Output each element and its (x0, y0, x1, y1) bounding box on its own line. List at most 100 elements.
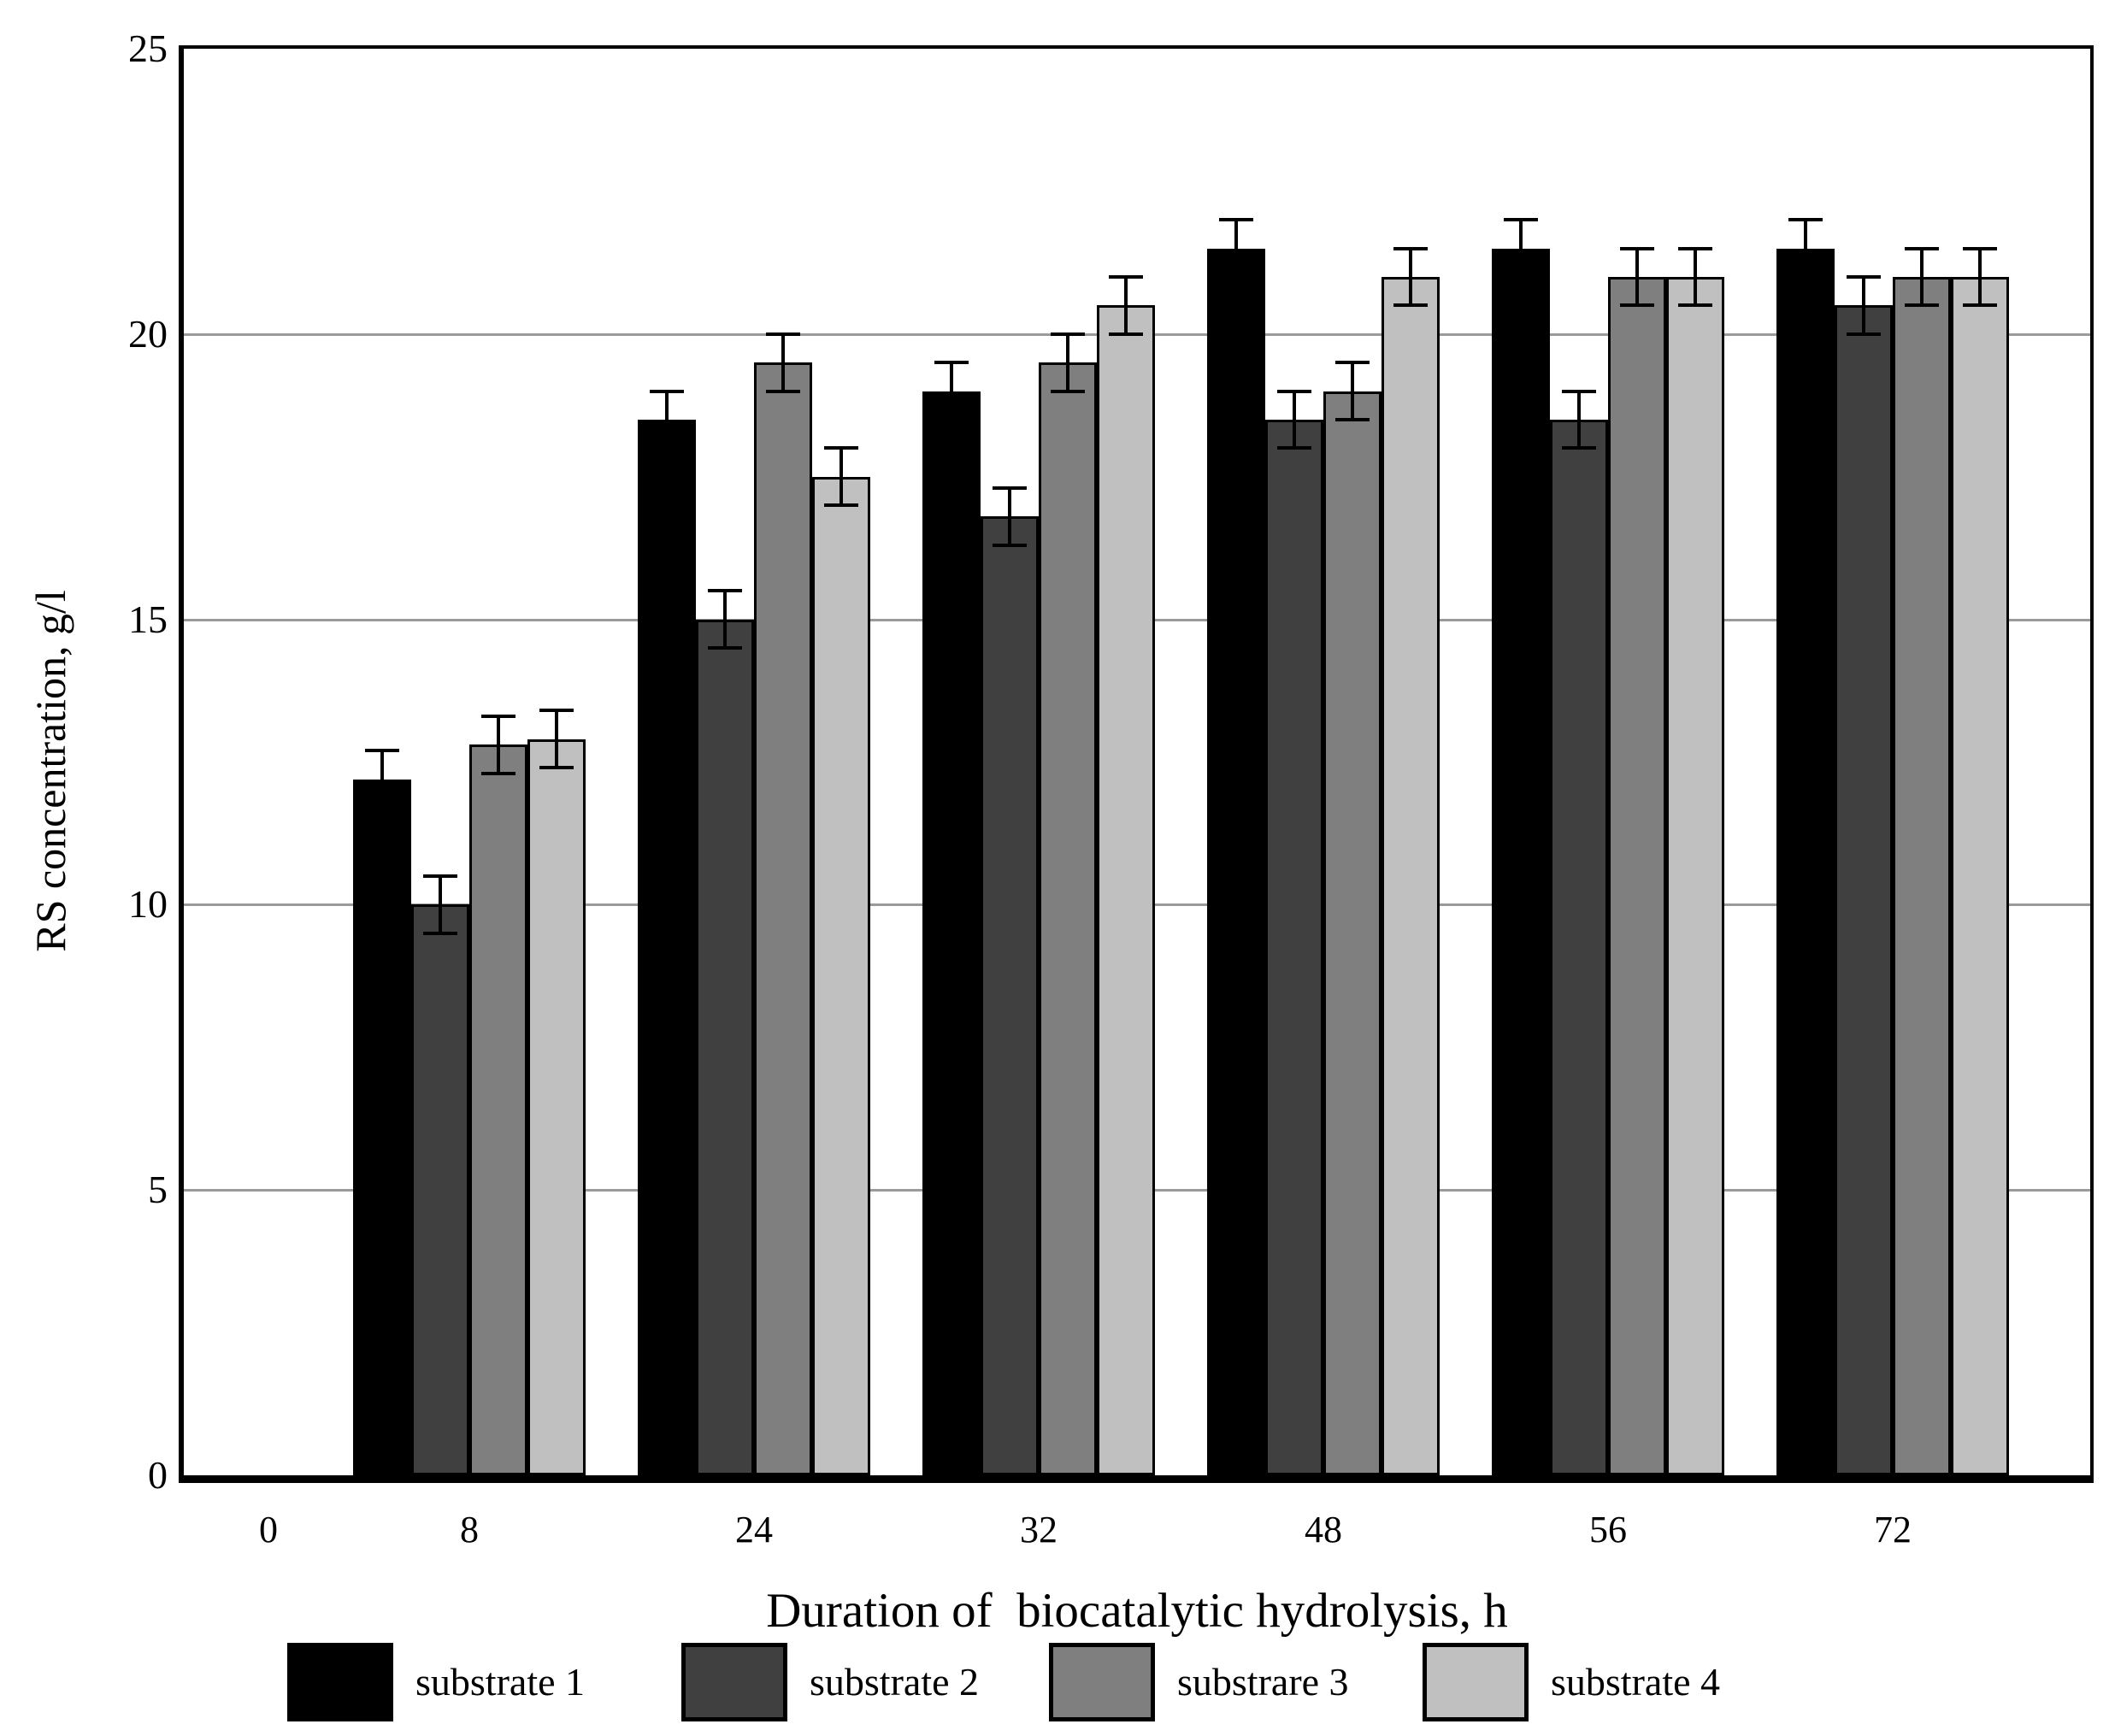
y-axis-title: RS concentration, g/l (27, 590, 74, 952)
error-bar-cap-bottom (1620, 303, 1654, 308)
y-axis-tick-label: 10 (128, 882, 168, 927)
error-bar-cap-top (766, 332, 800, 336)
legend-item: substrate 2 (681, 1643, 979, 1721)
x-axis-tick-label: 48 (1305, 1509, 1342, 1551)
error-bar-cap-bottom (1219, 275, 1253, 280)
error-bar-line (723, 591, 727, 648)
error-bar-cap-top (934, 361, 969, 365)
error-bar-cap-bottom (1393, 303, 1428, 308)
error-bar-line (380, 750, 384, 808)
legend-item: substrate 4 (1423, 1643, 1720, 1721)
bar-substrate-4-56h (1666, 277, 1724, 1475)
error-bar-line (781, 333, 785, 391)
bar-substrare-3-72h (1893, 277, 1951, 1475)
bar-substrare-3-56h (1608, 277, 1666, 1475)
error-bar-cap-bottom (1963, 303, 1997, 308)
bar-substrate-2-72h (1835, 305, 1893, 1475)
bar-substrate-1-8h (353, 779, 411, 1475)
error-bar-cap-top (1335, 361, 1370, 365)
error-bar-line (1008, 488, 1011, 545)
bar-substrate-4-32h (1097, 305, 1155, 1475)
error-bar-cap-bottom (539, 766, 574, 770)
error-bar-cap-top (1562, 389, 1596, 393)
error-bar-cap-top (1788, 218, 1823, 222)
legend-swatch (287, 1643, 393, 1721)
error-bar-cap-bottom (1678, 303, 1712, 308)
error-bar-cap-bottom (1788, 275, 1823, 280)
x-axis-tick-label: 0 (259, 1509, 278, 1551)
y-axis-tick-label: 0 (148, 1453, 168, 1497)
error-bar-cap-bottom (766, 389, 800, 393)
error-bar-cap-bottom (1277, 446, 1311, 450)
x-axis-title: Duration of biocatalytic hydrolysis, h (766, 1584, 1508, 1638)
error-bar-cap-top (708, 589, 742, 593)
error-bar-cap-top (1504, 218, 1538, 222)
bar-substrate-2-48h (1265, 419, 1323, 1475)
bar-substrare-3-8h (469, 744, 527, 1475)
error-bar-cap-top (1393, 246, 1428, 250)
y-axis-tick-label: 25 (128, 26, 168, 70)
x-axis-tick-label: 56 (1589, 1509, 1627, 1551)
error-bar-line (665, 391, 669, 449)
error-bar-line (1920, 248, 1924, 306)
error-bar-cap-bottom (650, 446, 684, 450)
error-bar-line (555, 710, 558, 768)
error-bar-cap-top (650, 389, 684, 393)
bar-substrate-4-48h (1382, 277, 1440, 1475)
error-bar-cap-top (1051, 332, 1085, 336)
error-bar-cap-bottom (365, 805, 399, 809)
error-bar-line (1124, 277, 1128, 334)
error-bar-cap-bottom (1905, 303, 1939, 308)
error-bar-cap-top (1109, 275, 1143, 280)
legend-item: substrate 1 (287, 1643, 585, 1721)
error-bar-line (439, 876, 442, 933)
error-bar-line (1694, 248, 1697, 306)
error-bar-cap-bottom (934, 417, 969, 421)
error-bar-cap-bottom (993, 543, 1027, 547)
error-bar-cap-bottom (1504, 275, 1538, 280)
error-bar-cap-top (1678, 246, 1712, 250)
error-bar-cap-top (1905, 246, 1939, 250)
legend-label: substrate 2 (810, 1660, 980, 1704)
bar-substrate-1-24h (638, 419, 696, 1475)
legend-label: substrate 1 (415, 1660, 586, 1704)
error-bar-cap-top (1219, 218, 1253, 222)
legend-label: substrare 3 (1177, 1660, 1349, 1704)
legend-label: substrate 4 (1551, 1660, 1721, 1704)
x-axis-tick-label: 32 (1020, 1509, 1058, 1551)
error-bar-line (840, 448, 843, 506)
bar-substrate-2-8h (411, 904, 469, 1475)
legend-swatch (681, 1643, 787, 1721)
error-bar-cap-top (1963, 246, 1997, 250)
legend-swatch (1423, 1643, 1529, 1721)
error-bar-line (1519, 220, 1523, 278)
error-bar-line (1066, 333, 1069, 391)
error-bar-line (1635, 248, 1639, 306)
error-bar-line (1804, 220, 1807, 278)
error-bar-line (1577, 391, 1581, 449)
x-axis-tick-label: 8 (460, 1509, 479, 1551)
error-bar-cap-bottom (1847, 332, 1881, 336)
error-bar-line (1351, 362, 1354, 420)
x-axis-tick-label: 72 (1874, 1509, 1912, 1551)
y-axis-tick-label: 15 (128, 597, 168, 641)
bar-substrate-1-32h (922, 391, 981, 1475)
bar-substrate-2-32h (981, 516, 1039, 1475)
error-bar-line (497, 716, 500, 774)
bar-substrate-1-72h (1776, 248, 1835, 1475)
bar-substrate-4-72h (1951, 277, 2009, 1475)
bar-substrate-4-24h (812, 476, 870, 1475)
bar-substrate-2-56h (1550, 419, 1608, 1475)
plot-area (179, 45, 2094, 1483)
error-bar-cap-bottom (1109, 332, 1143, 336)
error-bar-cap-bottom (481, 771, 515, 775)
x-axis-tick-label: 24 (735, 1509, 773, 1551)
legend-item: substrare 3 (1049, 1643, 1349, 1721)
error-bar-cap-top (365, 749, 399, 753)
error-bar-cap-top (481, 715, 515, 719)
bar-substrate-1-56h (1492, 248, 1550, 1475)
error-bar-cap-top (993, 486, 1027, 491)
error-bar-line (950, 362, 953, 420)
bar-substrate-1-48h (1207, 248, 1265, 1475)
